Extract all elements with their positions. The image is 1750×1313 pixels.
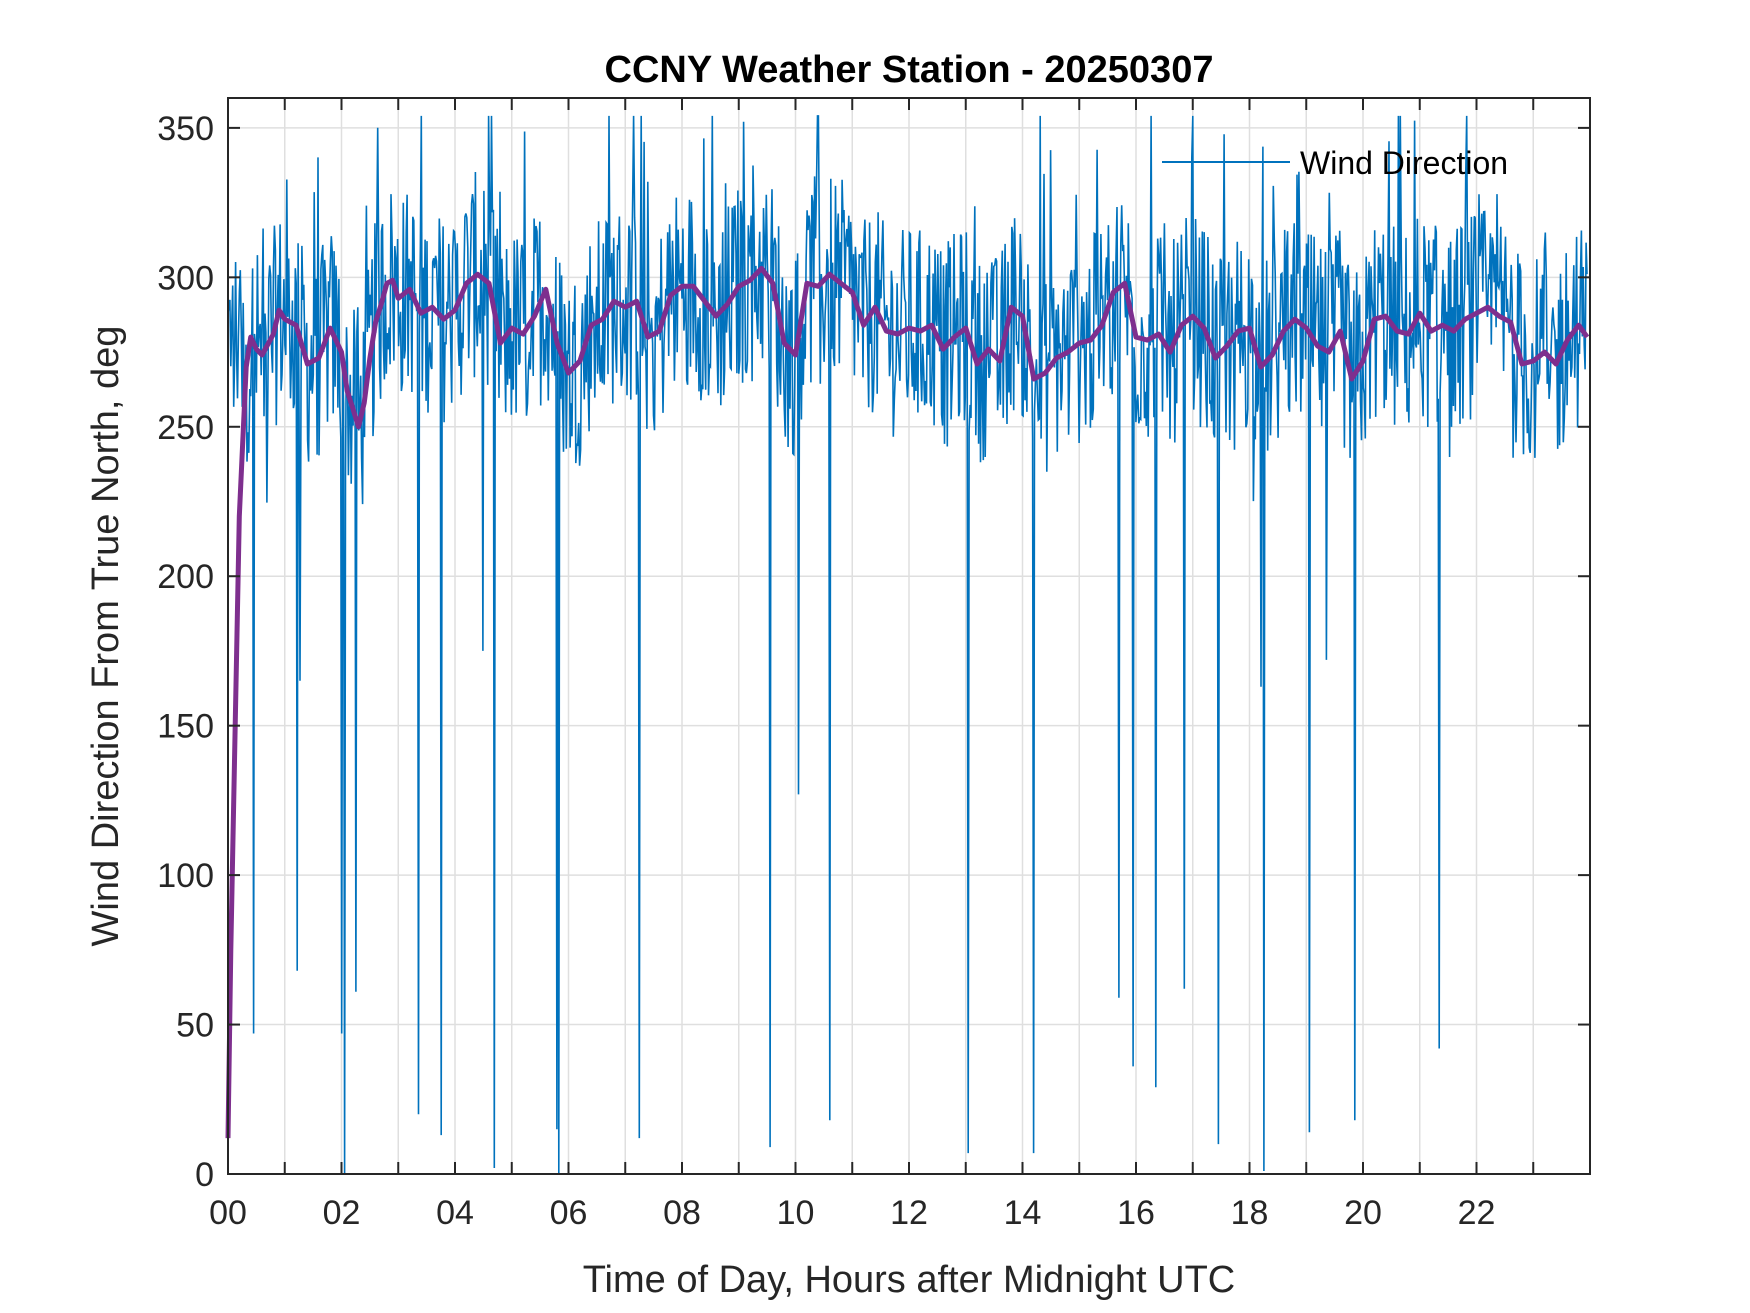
series-wind-direction-line xyxy=(227,115,1588,1175)
x-tick-label: 10 xyxy=(777,1194,815,1232)
y-axis-label: Wind Direction From True North, deg xyxy=(85,326,127,947)
raw-series-layer xyxy=(227,115,1588,1175)
axis-ticks xyxy=(228,98,1590,1175)
x-axis-label: Time of Day, Hours after Midnight UTC xyxy=(583,1259,1236,1301)
y-tick-label: 350 xyxy=(157,110,214,148)
y-tick-label: 150 xyxy=(157,708,214,746)
y-tick-label: 0 xyxy=(195,1156,214,1194)
x-tick-label: 18 xyxy=(1231,1194,1269,1232)
y-tick-label: 250 xyxy=(157,409,214,447)
legend-entry-wind-direction: Wind Direction xyxy=(1300,145,1508,181)
series-smoothed-line xyxy=(225,265,1590,1139)
chart-title: CCNY Weather Station - 20250307 xyxy=(605,49,1214,91)
x-tick-label: 12 xyxy=(890,1194,928,1232)
x-tick-label: 08 xyxy=(663,1194,701,1232)
smoothed-series-layer xyxy=(225,265,1590,1139)
x-tick-label: 14 xyxy=(1004,1194,1042,1232)
grid xyxy=(228,98,1590,1174)
y-tick-label: 200 xyxy=(157,558,214,596)
y-tick-label: 300 xyxy=(157,259,214,297)
y-tick-label: 100 xyxy=(157,857,214,895)
x-tick-label: 06 xyxy=(550,1194,588,1232)
x-tick-label: 22 xyxy=(1458,1194,1496,1232)
y-tick-label: 50 xyxy=(176,1007,214,1045)
x-tick-label: 00 xyxy=(209,1194,247,1232)
x-tick-label: 16 xyxy=(1117,1194,1155,1232)
x-tick-label: 02 xyxy=(323,1194,361,1232)
x-tick-label: 20 xyxy=(1344,1194,1382,1232)
tick-labels: 00 02 04 06 08 10 12 14 16 18 20 22 0 50 100 150 200 250 3… xyxy=(157,110,1495,1232)
x-tick-label: 04 xyxy=(436,1194,474,1232)
legend: Wind Direction xyxy=(1162,145,1508,181)
